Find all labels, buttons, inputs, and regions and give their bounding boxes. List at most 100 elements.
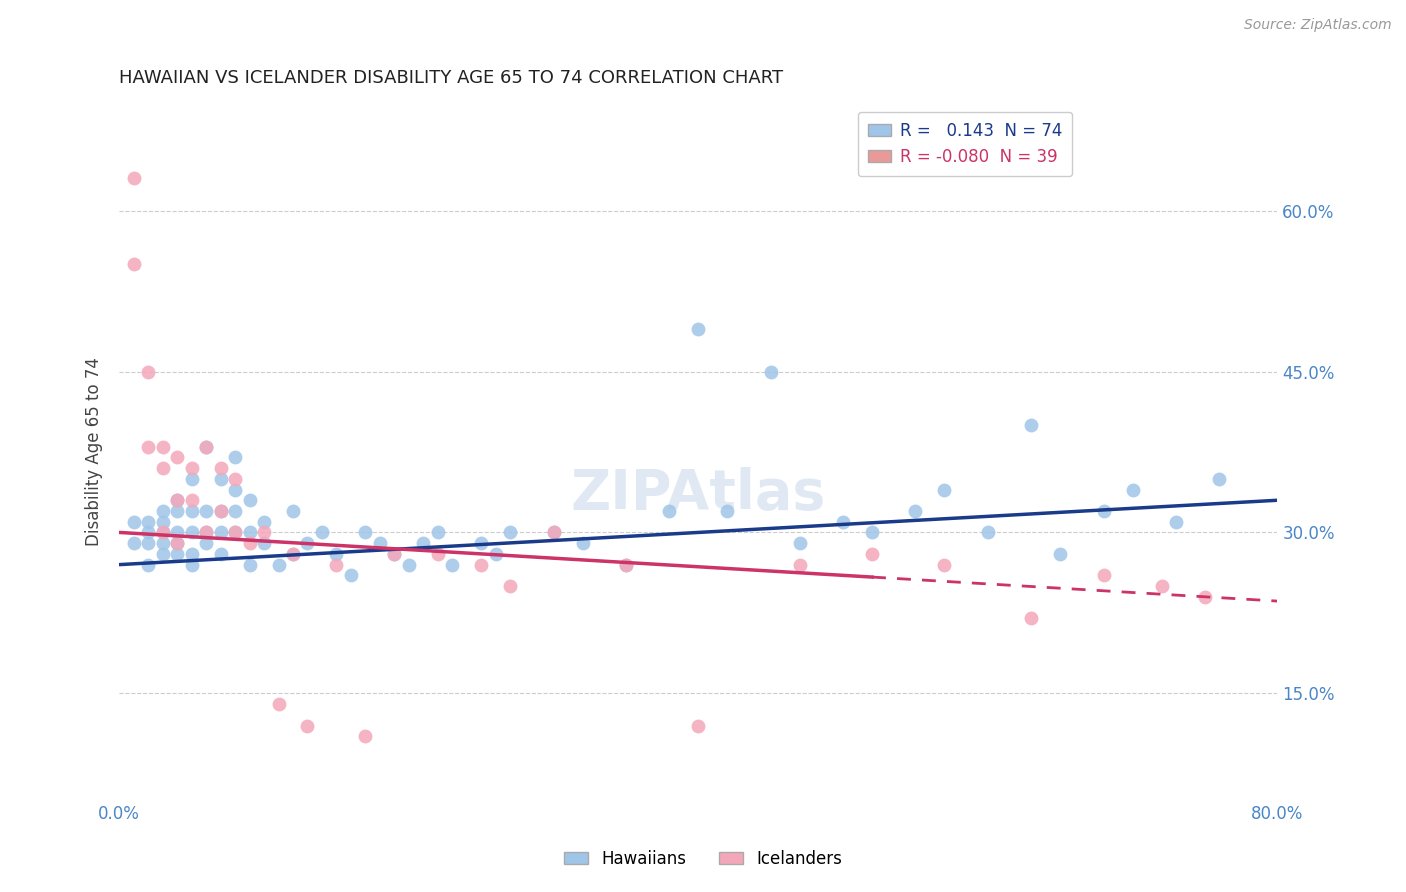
Point	[441, 558, 464, 572]
Point	[238, 558, 260, 572]
Point	[1092, 504, 1115, 518]
Point	[398, 558, 420, 572]
Point	[354, 525, 377, 540]
Point	[152, 504, 174, 518]
Point	[195, 525, 218, 540]
Point	[122, 257, 145, 271]
Point	[571, 536, 593, 550]
Point	[759, 365, 782, 379]
Point	[297, 536, 319, 550]
Point	[152, 525, 174, 540]
Point	[325, 558, 347, 572]
Point	[368, 536, 391, 550]
Point	[311, 525, 333, 540]
Point	[180, 504, 202, 518]
Point	[136, 525, 159, 540]
Point	[136, 536, 159, 550]
Point	[499, 525, 522, 540]
Point	[1150, 579, 1173, 593]
Point	[224, 525, 246, 540]
Point	[253, 536, 276, 550]
Point	[934, 558, 956, 572]
Point	[1019, 418, 1042, 433]
Point	[224, 525, 246, 540]
Point	[224, 472, 246, 486]
Point	[180, 472, 202, 486]
Point	[325, 547, 347, 561]
Point	[499, 579, 522, 593]
Point	[382, 547, 405, 561]
Point	[136, 515, 159, 529]
Point	[543, 525, 565, 540]
Point	[426, 547, 449, 561]
Point	[209, 461, 232, 475]
Point	[543, 525, 565, 540]
Point	[354, 729, 377, 743]
Point	[136, 558, 159, 572]
Point	[253, 525, 276, 540]
Point	[297, 718, 319, 732]
Point	[1122, 483, 1144, 497]
Point	[180, 461, 202, 475]
Point	[180, 525, 202, 540]
Point	[166, 493, 188, 508]
Point	[340, 568, 363, 582]
Point	[789, 536, 811, 550]
Text: Source: ZipAtlas.com: Source: ZipAtlas.com	[1244, 18, 1392, 32]
Point	[224, 504, 246, 518]
Point	[1208, 472, 1230, 486]
Point	[658, 504, 681, 518]
Point	[136, 440, 159, 454]
Point	[122, 171, 145, 186]
Point	[281, 547, 304, 561]
Point	[152, 525, 174, 540]
Point	[614, 558, 637, 572]
Point	[152, 515, 174, 529]
Point	[281, 547, 304, 561]
Point	[195, 536, 218, 550]
Point	[152, 547, 174, 561]
Point	[122, 515, 145, 529]
Point	[267, 558, 290, 572]
Point	[977, 525, 1000, 540]
Point	[195, 440, 218, 454]
Point	[1092, 568, 1115, 582]
Point	[180, 547, 202, 561]
Point	[152, 461, 174, 475]
Point	[122, 536, 145, 550]
Point	[166, 493, 188, 508]
Point	[166, 525, 188, 540]
Point	[238, 536, 260, 550]
Point	[166, 547, 188, 561]
Point	[238, 493, 260, 508]
Point	[470, 558, 492, 572]
Point	[253, 515, 276, 529]
Y-axis label: Disability Age 65 to 74: Disability Age 65 to 74	[86, 358, 103, 547]
Point	[860, 547, 883, 561]
Point	[426, 525, 449, 540]
Point	[166, 536, 188, 550]
Point	[1049, 547, 1071, 561]
Point	[412, 536, 434, 550]
Point	[195, 440, 218, 454]
Point	[688, 321, 710, 335]
Point	[166, 536, 188, 550]
Legend: R =   0.143  N = 74, R = -0.080  N = 39: R = 0.143 N = 74, R = -0.080 N = 39	[858, 112, 1073, 176]
Point	[180, 558, 202, 572]
Point	[267, 697, 290, 711]
Point	[209, 504, 232, 518]
Point	[209, 504, 232, 518]
Point	[180, 493, 202, 508]
Point	[789, 558, 811, 572]
Point	[485, 547, 508, 561]
Point	[934, 483, 956, 497]
Legend: Hawaiians, Icelanders: Hawaiians, Icelanders	[558, 844, 848, 875]
Point	[224, 483, 246, 497]
Point	[1019, 611, 1042, 625]
Point	[209, 472, 232, 486]
Point	[1194, 590, 1216, 604]
Point	[152, 536, 174, 550]
Point	[716, 504, 738, 518]
Point	[209, 547, 232, 561]
Point	[860, 525, 883, 540]
